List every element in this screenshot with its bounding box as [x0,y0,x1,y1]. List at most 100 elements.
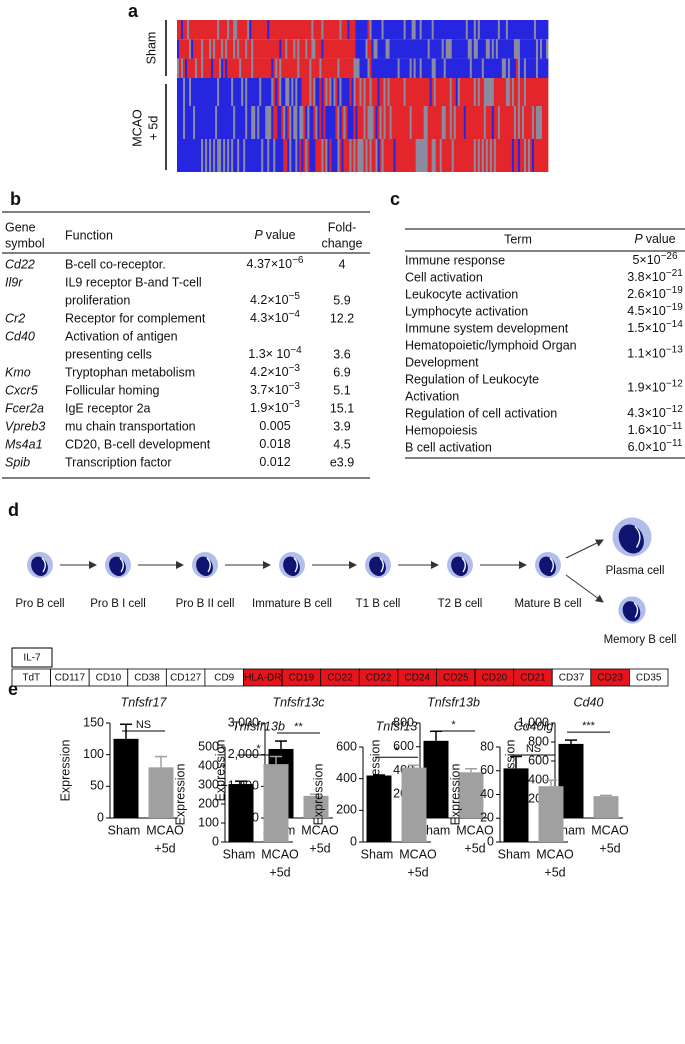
heatmap-cell [513,20,517,40]
bar [458,772,484,818]
heatmap-cell [443,106,447,139]
heatmap-cell [395,78,398,106]
heatmap-cell [281,106,284,139]
heatmap-cell [481,139,485,172]
cell-label: Mature B cell [514,598,581,610]
heatmap-cell [433,20,437,40]
heatmap-cell [213,139,216,172]
heatmap-cell [403,139,407,172]
heatmap-cell [211,78,214,106]
p-exponent: −3 [289,381,301,392]
heatmap-cell [405,78,409,106]
heatmap-cell [279,39,282,59]
heatmap-cell [495,39,499,59]
arrow [565,539,604,559]
heatmap-cell [207,20,210,40]
p-value: 0.005 [259,419,290,433]
heatmap-cell [215,139,218,172]
heatmap-cell [293,58,296,78]
heatmap-cell [317,139,320,172]
heatmap-cell [471,78,475,106]
heatmap-cell [243,58,246,78]
heatmap-cell [439,78,443,106]
p-exponent: −13 [666,344,683,355]
heatmap-cell [399,106,403,139]
heatmap-cell [353,78,356,106]
p-exponent: −12 [666,404,683,415]
heatmap-cell [327,139,330,172]
heatmap-cell [381,39,384,59]
heatmap-cell [211,39,214,59]
gene-symbol: Ms4a1 [5,437,43,451]
heatmap-cell [345,58,348,78]
heatmap-cell [359,58,362,78]
heatmap-cell [441,39,445,59]
heatmap-cell [275,139,278,172]
heatmap-cell [365,58,368,78]
p-value: 4.3×10−12 [627,404,683,421]
heatmap-cell [217,78,220,106]
heatmap-cell [543,20,547,40]
heatmap-cell [415,58,419,78]
heatmap-cell [253,58,256,78]
heatmap-cell [193,106,196,139]
heatmap-cell [303,78,306,106]
heatmap-cell [489,139,493,172]
heatmap-cell [529,20,533,40]
heatmap-cell [265,39,268,59]
heatmap-cell [459,39,463,59]
heatmap-cell [499,20,503,40]
y-tick-label: 20 [480,811,494,825]
heatmap-cell [307,20,310,40]
heatmap-cell [255,58,258,78]
p-word: value [646,232,676,246]
heatmap-cell [419,106,423,139]
heatmap-cell [421,20,425,40]
heatmap-cell [509,139,513,172]
heatmap-cell [189,106,192,139]
heatmap-cell [201,58,204,78]
heatmap-cell [469,106,473,139]
heatmap-cell [439,58,443,78]
heatmap-cell [427,58,431,78]
heatmap-cell [359,39,362,59]
heatmap-cell [189,20,192,40]
heatmap-cell [465,58,469,78]
heatmap-cell [371,78,374,106]
heatmap-cell [337,78,340,106]
x-tick-label: +5d [464,841,485,855]
heatmap-cell [449,39,453,59]
heatmap-cell [495,139,499,172]
heatmap-cell [271,20,274,40]
heatmap-cell [513,78,517,106]
heatmap-cell [441,139,445,172]
heatmap-cell [351,58,354,78]
heatmap-cell [293,78,296,106]
heatmap-cell [213,58,216,78]
p-value: 1.9×10−12 [627,378,683,395]
heatmap-cell [325,139,328,172]
p-mantissa: 3.7×10 [250,383,289,397]
p-value: 6.0×10−11 [628,438,683,455]
heatmap-cell [529,39,533,59]
chart-title: Cd40 [574,695,604,709]
heatmap-cell [287,139,290,172]
heatmap-cell [369,20,372,40]
heatmap-cell [459,139,463,172]
heatmap-cell [259,20,262,40]
heatmap-cell [321,20,324,40]
heatmap-cell [177,139,180,172]
heatmap-cell [419,139,423,172]
heatmap-cell [197,39,200,59]
x-tick-label: Sham [223,847,256,861]
heatmap-cell [197,78,200,106]
heatmap-cell [327,39,330,59]
heatmap-cell [277,78,280,106]
heatmap-cell [539,39,543,59]
heatmap-cell [523,139,527,172]
heatmap-cell [313,106,316,139]
heatmap-cell [417,20,421,40]
heatmap-cell [445,58,449,78]
heatmap-cell [237,20,240,40]
heatmap-cell [215,39,218,59]
